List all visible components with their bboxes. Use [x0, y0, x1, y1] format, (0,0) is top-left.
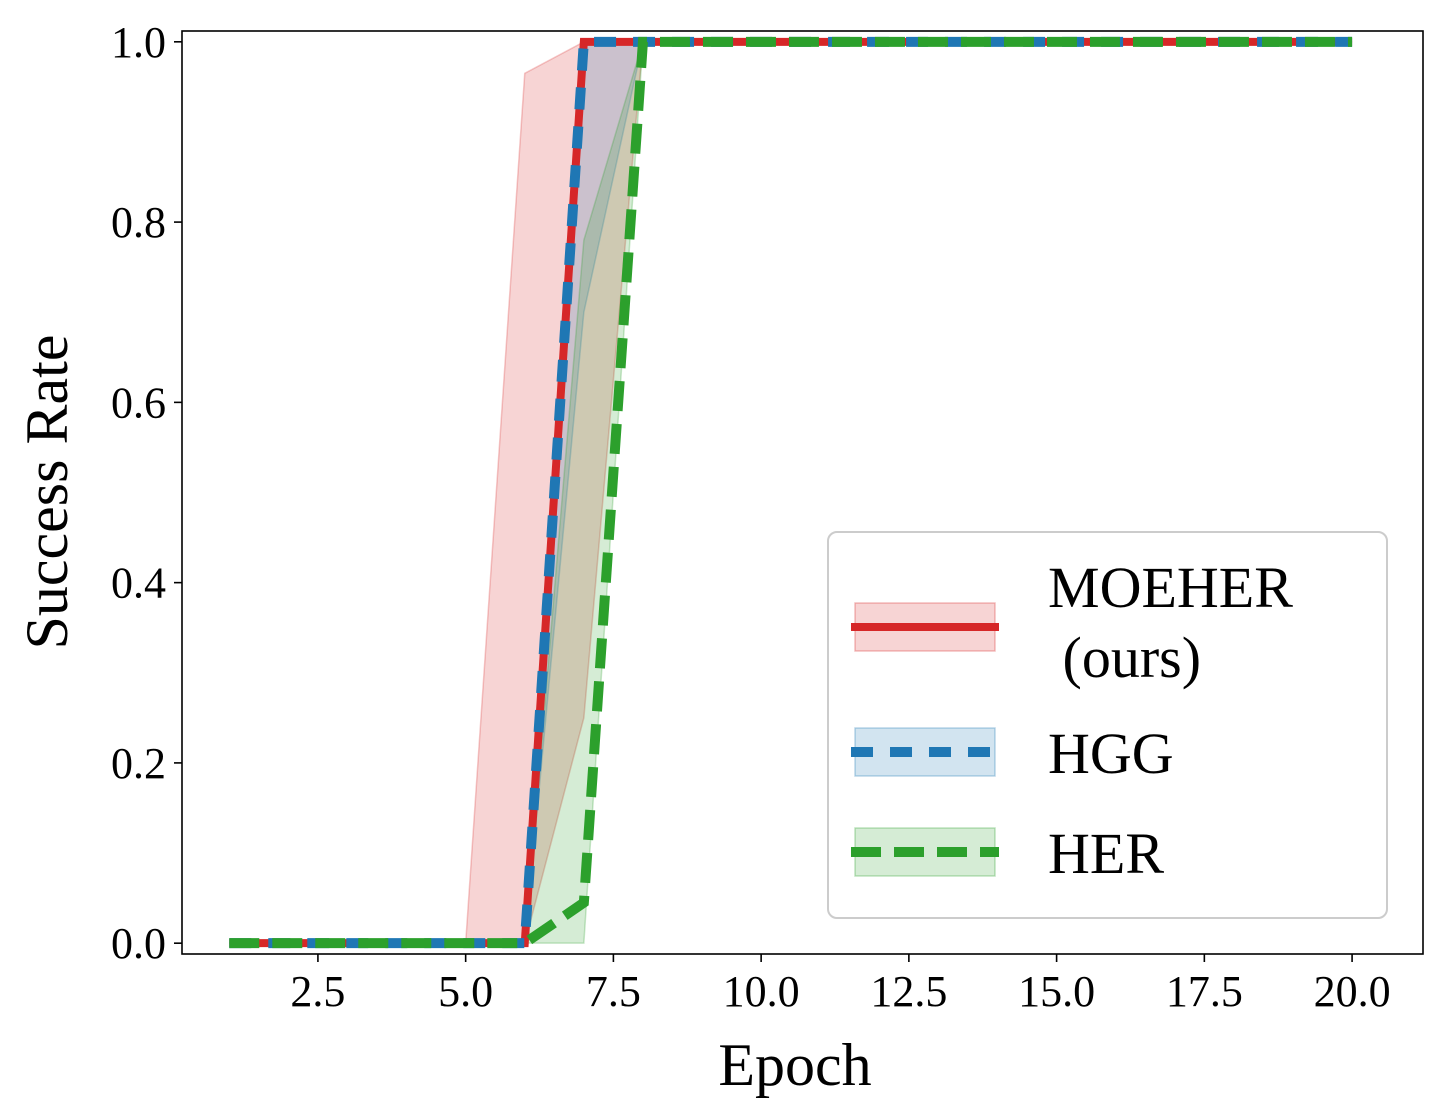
x-tick-label: 15.0: [1018, 967, 1095, 1016]
legend-label-her: HER: [1048, 821, 1164, 886]
y-axis-title: Success Rate: [14, 335, 80, 650]
y-tick-label: 1.0: [111, 18, 166, 67]
y-tick-label: 0.8: [111, 198, 166, 247]
series-lines: [229, 36, 1353, 949]
plot-frame: [181, 30, 1424, 955]
x-tick-label: 17.5: [1166, 967, 1243, 1016]
x-axis-ticks: 2.5 5.0 7.5 10.0 12.5 15.0 17.5 20.0: [290, 954, 1391, 1016]
legend-label-hgg: HGG: [1048, 721, 1174, 786]
y-tick-label: 0.6: [111, 378, 166, 427]
line-her: [229, 36, 1353, 949]
x-tick-label: 2.5: [290, 967, 345, 1016]
x-tick-label: 7.5: [586, 967, 641, 1016]
y-tick-label: 0.4: [111, 559, 166, 608]
y-axis-ticks: 0.0 0.2 0.4 0.6 0.8 1.0: [111, 18, 182, 968]
x-tick-label: 12.5: [870, 967, 947, 1016]
legend: MOEHER (ours) HGG HER: [827, 531, 1388, 919]
legend-label-moeher: MOEHER (ours): [1048, 555, 1293, 690]
x-tick-label: 20.0: [1314, 967, 1391, 1016]
y-tick-label: 0.2: [111, 739, 166, 788]
x-axis-title: Epoch: [718, 1032, 871, 1098]
x-tick-label: 10.0: [723, 967, 800, 1016]
y-tick-label: 0.0: [111, 919, 166, 968]
x-tick-label: 5.0: [438, 967, 493, 1016]
